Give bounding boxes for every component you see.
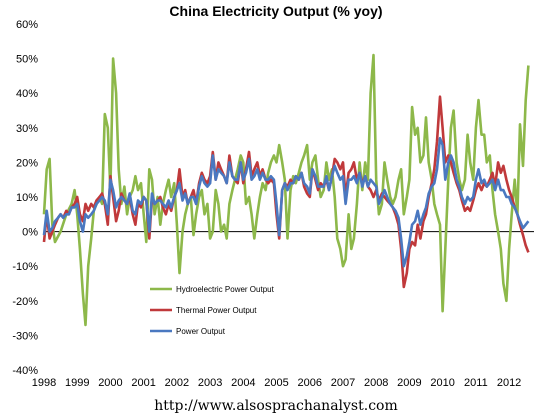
x-tick-label: 2004 — [231, 377, 255, 389]
x-tick-label: 2012 — [497, 377, 521, 389]
x-tick-label: 2005 — [264, 377, 288, 389]
series-line-power-output — [42, 136, 530, 268]
y-axis-ticks: 60% 50% 40% 30% 20% 10% 0% -10% -20% -30% -40% — [12, 19, 38, 377]
x-tick-label: 2006 — [298, 377, 322, 389]
y-tick-label: 10% — [16, 192, 38, 204]
legend-label: Hydroelectric Power Output — [176, 285, 275, 294]
source-url: http://www.alsosprachanalyst.com — [154, 398, 398, 414]
x-tick-label: 2000 — [98, 377, 122, 389]
legend: Hydroelectric Power Output Thermal Power … — [150, 285, 275, 336]
y-tick-label: -30% — [12, 330, 38, 342]
y-tick-label: 40% — [16, 88, 38, 100]
y-tick-label: 0% — [22, 227, 38, 239]
legend-label: Thermal Power Output — [176, 306, 257, 315]
x-tick-label: 2008 — [364, 377, 388, 389]
y-tick-label: 60% — [16, 19, 38, 31]
y-tick-label: -40% — [12, 365, 38, 377]
x-tick-label: 2009 — [397, 377, 421, 389]
x-tick-label: 2003 — [198, 377, 222, 389]
x-tick-label: 1999 — [65, 377, 89, 389]
y-tick-label: -10% — [12, 261, 38, 273]
x-tick-label: 1998 — [32, 377, 56, 389]
chart-title: China Electricity Output (% yoy) — [169, 3, 383, 19]
y-tick-label: 30% — [16, 123, 38, 135]
series-lines — [42, 53, 530, 327]
y-tick-label: 20% — [16, 157, 38, 169]
x-tick-label: 2007 — [331, 377, 355, 389]
legend-label: Power Output — [176, 327, 226, 336]
y-tick-label: -20% — [12, 296, 38, 308]
x-tick-label: 2011 — [464, 377, 488, 389]
x-axis-ticks: 1998 1999 2000 2001 2002 2003 2004 2005 2006 2007… — [32, 377, 522, 389]
x-tick-label: 2002 — [165, 377, 189, 389]
y-tick-label: 50% — [16, 54, 38, 66]
x-tick-label: 2010 — [430, 377, 454, 389]
x-tick-label: 2001 — [131, 377, 155, 389]
